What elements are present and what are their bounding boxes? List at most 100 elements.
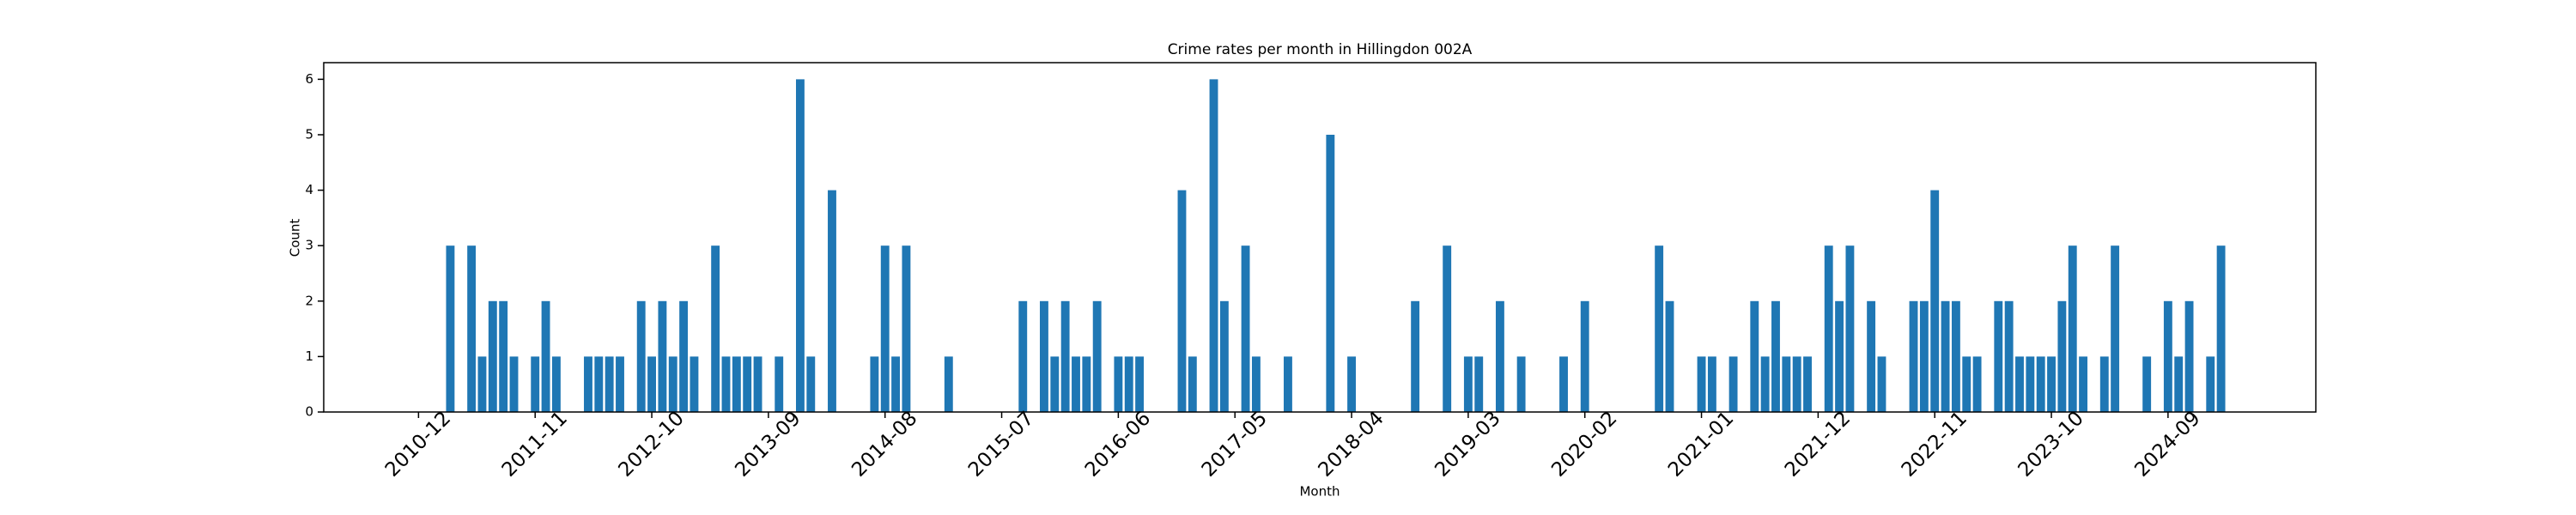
x-tick-label: 2013-09 [731,407,805,481]
bar [2036,356,2045,412]
y-tick-label: 6 [305,71,313,87]
bar [1516,356,1526,412]
bar [1135,356,1145,412]
bar [2174,356,2184,412]
bar [1559,356,1568,412]
bar [1241,245,1250,412]
bar [1251,356,1261,412]
bar [753,356,762,412]
bar [1707,356,1716,412]
bar [2142,356,2152,412]
bar [1941,300,1950,412]
bar [1411,300,1420,412]
bar [1919,300,1929,412]
y-tick-label: 1 [305,348,313,364]
bar [1018,300,1028,412]
x-tick-label: 2014-08 [848,407,921,481]
bar [2015,356,2024,412]
bar [467,245,477,412]
bar [605,356,614,412]
bar [1845,245,1855,412]
bar [902,245,911,412]
bar [658,300,667,412]
bar [584,356,592,412]
bar [2026,356,2035,412]
bar [1284,356,1292,412]
bar [2047,356,2056,412]
y-tick-label: 2 [305,293,313,308]
bar [1326,134,1335,412]
x-tick-label: 2012-10 [615,407,689,481]
bar [2004,300,2014,412]
x-tick-label: 2016-06 [1081,407,1155,481]
plot-frame [323,62,2317,413]
bar [636,300,646,412]
bar [499,300,508,412]
bar [446,245,455,412]
x-tick-label: 2010-12 [381,407,455,481]
y-tick-label: 0 [305,404,313,420]
bar [1750,300,1759,412]
bar [2099,356,2109,412]
x-tick-label: 2020-02 [1547,407,1621,481]
bar [531,356,540,412]
x-tick-label: 2015-07 [964,407,1038,481]
bar [1177,190,1187,413]
y-tick-label: 5 [305,126,313,142]
x-tick-label: 2017-05 [1198,407,1272,481]
bar [2111,245,2120,412]
bar [870,356,879,412]
bar [541,300,550,412]
bar [775,356,784,412]
bar [1580,300,1589,412]
x-axis-label: Month [1299,484,1340,500]
bar [1188,356,1197,412]
bar [1994,300,2003,412]
bar [1728,356,1738,412]
bar [732,356,741,412]
bar [880,245,890,412]
bar [1803,356,1812,412]
bar [1474,356,1484,412]
bar [690,356,699,412]
bar [1760,356,1770,412]
bar [721,356,731,412]
bar [711,245,720,412]
bar [1835,300,1844,412]
bar [594,356,604,412]
bar [1114,356,1123,412]
bar [1909,300,1918,412]
bar [668,356,677,412]
bar [2057,300,2067,412]
bar [1443,245,1452,412]
x-tick-label: 2019-03 [1431,407,1504,481]
bar [1050,356,1060,412]
x-tick-label: 2024-09 [2130,407,2204,481]
bar [1655,245,1664,412]
bar [1060,300,1070,412]
x-tick-label: 2018-04 [1315,407,1388,481]
bar [828,190,836,413]
y-axis-label: Count [288,219,303,258]
bar [1782,356,1791,412]
bar [1665,300,1674,412]
bar [1219,300,1229,412]
x-tick-label: 2023-10 [2014,407,2088,481]
bar [1930,190,1940,413]
y-tick-label: 3 [305,238,313,253]
bar [806,356,816,412]
bar [509,356,519,412]
bar [1697,356,1706,412]
bar [2163,300,2172,412]
bar [679,300,689,412]
bar [2184,300,2194,412]
bar [647,356,656,412]
bar [2206,356,2215,412]
bar [1463,356,1473,412]
bar [1824,245,1833,412]
bar [477,356,487,412]
bar [616,356,624,412]
bar [1867,300,1876,412]
bar [1072,356,1080,412]
